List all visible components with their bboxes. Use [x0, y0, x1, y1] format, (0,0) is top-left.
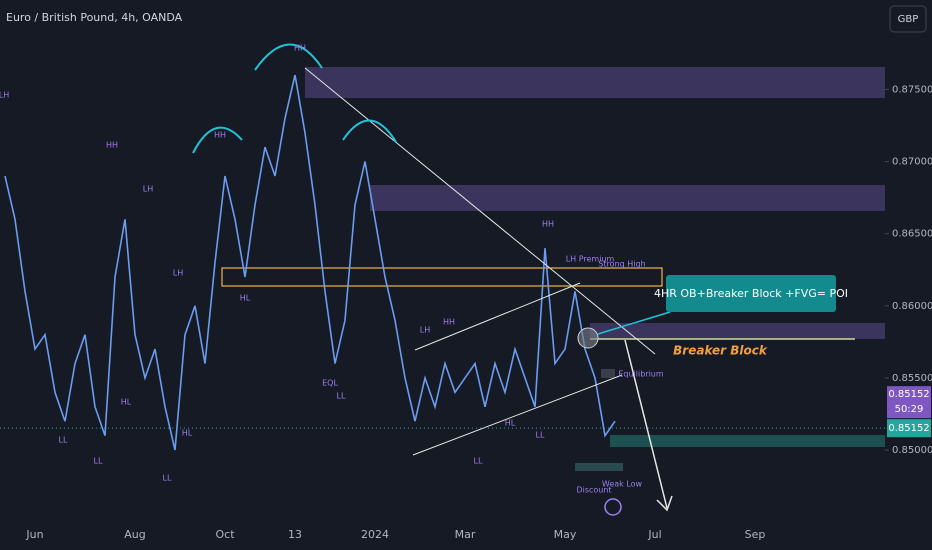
- annotation: HH: [214, 131, 226, 140]
- annotation: LH: [0, 91, 9, 100]
- drawings: [192, 43, 673, 516]
- currency[interactable]: GBP: [898, 14, 919, 25]
- plot: [4, 74, 616, 451]
- annotation: Discount: [576, 486, 611, 495]
- y-tick-label: 0.86000: [892, 301, 932, 312]
- arrow: [624, 339, 668, 509]
- callout-line: [597, 311, 671, 335]
- annotation: HL: [182, 429, 193, 438]
- annotation: LH: [173, 269, 183, 278]
- annotation: EQL: [322, 379, 338, 388]
- x-tick-label: Jul: [647, 528, 661, 541]
- arc: [342, 119, 397, 143]
- zone: [221, 267, 663, 287]
- annotation: LL: [163, 474, 172, 483]
- annotation: HL: [121, 398, 132, 407]
- annotation: LH Premium: [566, 255, 615, 264]
- y-tick-label: 0.87000: [892, 157, 932, 168]
- annotation: Strong High: [598, 260, 645, 269]
- x-tick-label: Sep: [745, 528, 766, 541]
- price-badge-text: 0.85152: [888, 423, 929, 434]
- annotation: HH: [542, 220, 554, 229]
- annotation: Weak Low: [602, 480, 643, 489]
- callout-text: 4HR OB+Breaker Block +FVG= POI: [654, 287, 848, 300]
- channel-line: [414, 282, 581, 351]
- y-tick-label: 0.85000: [892, 445, 932, 456]
- annotation: LL: [474, 457, 483, 466]
- annotation: HL: [505, 419, 516, 428]
- zone-label: Breaker Block: [673, 344, 768, 358]
- y-tick-label: 0.86500: [892, 229, 932, 240]
- arc: [192, 126, 243, 154]
- annotation: LH: [420, 326, 430, 335]
- annotation: HL: [240, 294, 251, 303]
- trend-line: [304, 67, 656, 355]
- arc: [254, 43, 323, 71]
- currency-button[interactable]: [889, 5, 927, 33]
- annotation: LH: [143, 185, 153, 194]
- price-badge: [887, 386, 931, 419]
- annotation: HH: [443, 318, 455, 327]
- countdown: 50:29: [895, 404, 924, 415]
- annotation: LL: [536, 431, 545, 440]
- callout-box: [666, 275, 836, 312]
- arrow-head: [656, 495, 673, 512]
- icon: [604, 498, 622, 516]
- x-tick-label: Aug: [124, 528, 145, 541]
- zone: [590, 323, 885, 339]
- zone: [370, 185, 885, 211]
- x-tick-label: May: [554, 528, 577, 541]
- annotation: LL: [94, 457, 103, 466]
- annotation: LL: [59, 436, 68, 445]
- x-tick-label: Oct: [215, 528, 235, 541]
- channel-line: [412, 374, 623, 456]
- zone: [601, 369, 615, 378]
- y-axis-area: [885, 0, 932, 550]
- annotation: HH: [294, 44, 306, 53]
- zone: [575, 463, 623, 471]
- price-line: [4, 74, 616, 451]
- annotation: HH: [106, 141, 118, 150]
- x-tick-label: Mar: [455, 528, 476, 541]
- annotation: LL: [337, 392, 346, 401]
- x-tick-label: Jun: [25, 528, 43, 541]
- zone: [610, 435, 885, 447]
- x-tick-label: 2024: [361, 528, 389, 541]
- chart-title: Euro / British Pound, 4h, OANDA: [6, 11, 183, 24]
- zone: [305, 67, 885, 98]
- marker: [577, 327, 599, 349]
- y-tick-label: 0.85500: [892, 373, 932, 384]
- price-badge-text: 0.85152: [888, 389, 929, 400]
- price-badge: [887, 419, 931, 438]
- y-tick-label: 0.87500: [892, 84, 932, 95]
- zones: [221, 67, 885, 471]
- x-tick-label: 13: [288, 528, 302, 541]
- annotation: Equilibrium: [618, 370, 664, 379]
